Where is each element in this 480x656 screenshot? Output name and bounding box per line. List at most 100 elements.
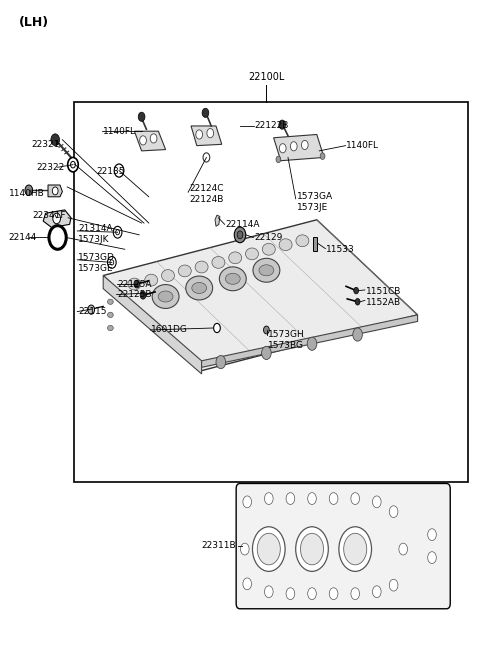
- Text: 22115: 22115: [78, 307, 107, 316]
- Ellipse shape: [186, 276, 213, 300]
- Circle shape: [52, 187, 58, 195]
- Circle shape: [428, 529, 436, 541]
- Ellipse shape: [279, 239, 292, 251]
- Circle shape: [134, 280, 140, 288]
- Text: 22135: 22135: [96, 167, 124, 176]
- Circle shape: [53, 213, 60, 224]
- Circle shape: [351, 493, 360, 504]
- Text: 22122B: 22122B: [254, 121, 289, 131]
- Text: 22100L: 22100L: [248, 72, 285, 82]
- Circle shape: [196, 130, 203, 139]
- Ellipse shape: [195, 261, 208, 273]
- Text: 22341F: 22341F: [33, 211, 66, 220]
- Polygon shape: [202, 315, 418, 367]
- Ellipse shape: [152, 285, 179, 308]
- Text: 22321: 22321: [31, 140, 60, 149]
- Text: 22125A: 22125A: [118, 279, 152, 289]
- Circle shape: [240, 543, 249, 555]
- Text: 1573GE: 1573GE: [78, 264, 114, 273]
- Circle shape: [51, 134, 60, 146]
- Circle shape: [150, 134, 157, 143]
- Circle shape: [71, 161, 75, 168]
- Circle shape: [108, 256, 116, 268]
- Circle shape: [264, 586, 273, 598]
- Circle shape: [320, 153, 325, 159]
- Circle shape: [307, 337, 317, 350]
- Circle shape: [301, 140, 308, 150]
- Ellipse shape: [300, 533, 324, 565]
- Text: 1140FL: 1140FL: [103, 127, 136, 136]
- Text: 1573BG: 1573BG: [268, 340, 304, 350]
- Circle shape: [243, 496, 252, 508]
- Circle shape: [114, 164, 124, 177]
- Polygon shape: [103, 276, 202, 374]
- Ellipse shape: [128, 278, 141, 290]
- Circle shape: [290, 142, 297, 151]
- Circle shape: [389, 579, 398, 591]
- Ellipse shape: [246, 248, 258, 260]
- Circle shape: [49, 226, 66, 249]
- Text: 1573GD: 1573GD: [78, 253, 115, 262]
- Circle shape: [25, 185, 33, 195]
- Text: 11533: 11533: [326, 245, 355, 254]
- Ellipse shape: [339, 527, 372, 571]
- Circle shape: [237, 231, 243, 239]
- Polygon shape: [103, 220, 418, 371]
- Circle shape: [276, 156, 281, 163]
- Ellipse shape: [158, 291, 173, 302]
- Circle shape: [372, 496, 381, 508]
- Circle shape: [329, 588, 338, 600]
- FancyBboxPatch shape: [236, 483, 450, 609]
- Circle shape: [264, 493, 273, 504]
- Ellipse shape: [259, 265, 274, 276]
- Ellipse shape: [296, 527, 328, 571]
- Text: 1140FL: 1140FL: [346, 141, 379, 150]
- Text: 1573JK: 1573JK: [78, 235, 110, 244]
- Circle shape: [279, 120, 286, 129]
- Ellipse shape: [257, 533, 280, 565]
- Circle shape: [399, 543, 408, 555]
- Circle shape: [203, 153, 210, 162]
- Circle shape: [354, 287, 359, 294]
- Circle shape: [353, 328, 362, 341]
- Circle shape: [264, 326, 269, 334]
- Circle shape: [279, 144, 286, 153]
- Circle shape: [308, 588, 316, 600]
- Polygon shape: [191, 126, 222, 146]
- Text: 1152AB: 1152AB: [366, 298, 401, 307]
- Circle shape: [389, 506, 398, 518]
- Ellipse shape: [252, 527, 285, 571]
- Text: (LH): (LH): [19, 16, 49, 30]
- Polygon shape: [274, 134, 324, 161]
- Text: 22144: 22144: [9, 233, 37, 242]
- Circle shape: [243, 578, 252, 590]
- Ellipse shape: [219, 267, 246, 291]
- Circle shape: [372, 586, 381, 598]
- Ellipse shape: [192, 283, 206, 293]
- Polygon shape: [215, 215, 220, 226]
- Text: 22311B: 22311B: [202, 541, 236, 550]
- Ellipse shape: [179, 265, 191, 277]
- Ellipse shape: [161, 270, 175, 281]
- Circle shape: [113, 226, 122, 238]
- Circle shape: [207, 129, 214, 138]
- Circle shape: [234, 227, 246, 243]
- Text: 22124B: 22124B: [190, 195, 224, 204]
- Circle shape: [140, 291, 146, 299]
- Circle shape: [286, 588, 295, 600]
- Circle shape: [214, 323, 220, 333]
- Polygon shape: [48, 185, 62, 197]
- Circle shape: [216, 356, 226, 369]
- Text: 22129: 22129: [254, 233, 283, 242]
- Ellipse shape: [212, 256, 225, 268]
- Text: 1601DG: 1601DG: [151, 325, 188, 335]
- Ellipse shape: [108, 299, 113, 304]
- Text: 1573GH: 1573GH: [268, 330, 305, 339]
- Circle shape: [202, 108, 209, 117]
- Circle shape: [308, 493, 316, 504]
- Circle shape: [351, 588, 360, 600]
- Ellipse shape: [226, 274, 240, 284]
- Circle shape: [68, 157, 78, 172]
- Bar: [74, 102, 468, 482]
- Circle shape: [262, 346, 271, 359]
